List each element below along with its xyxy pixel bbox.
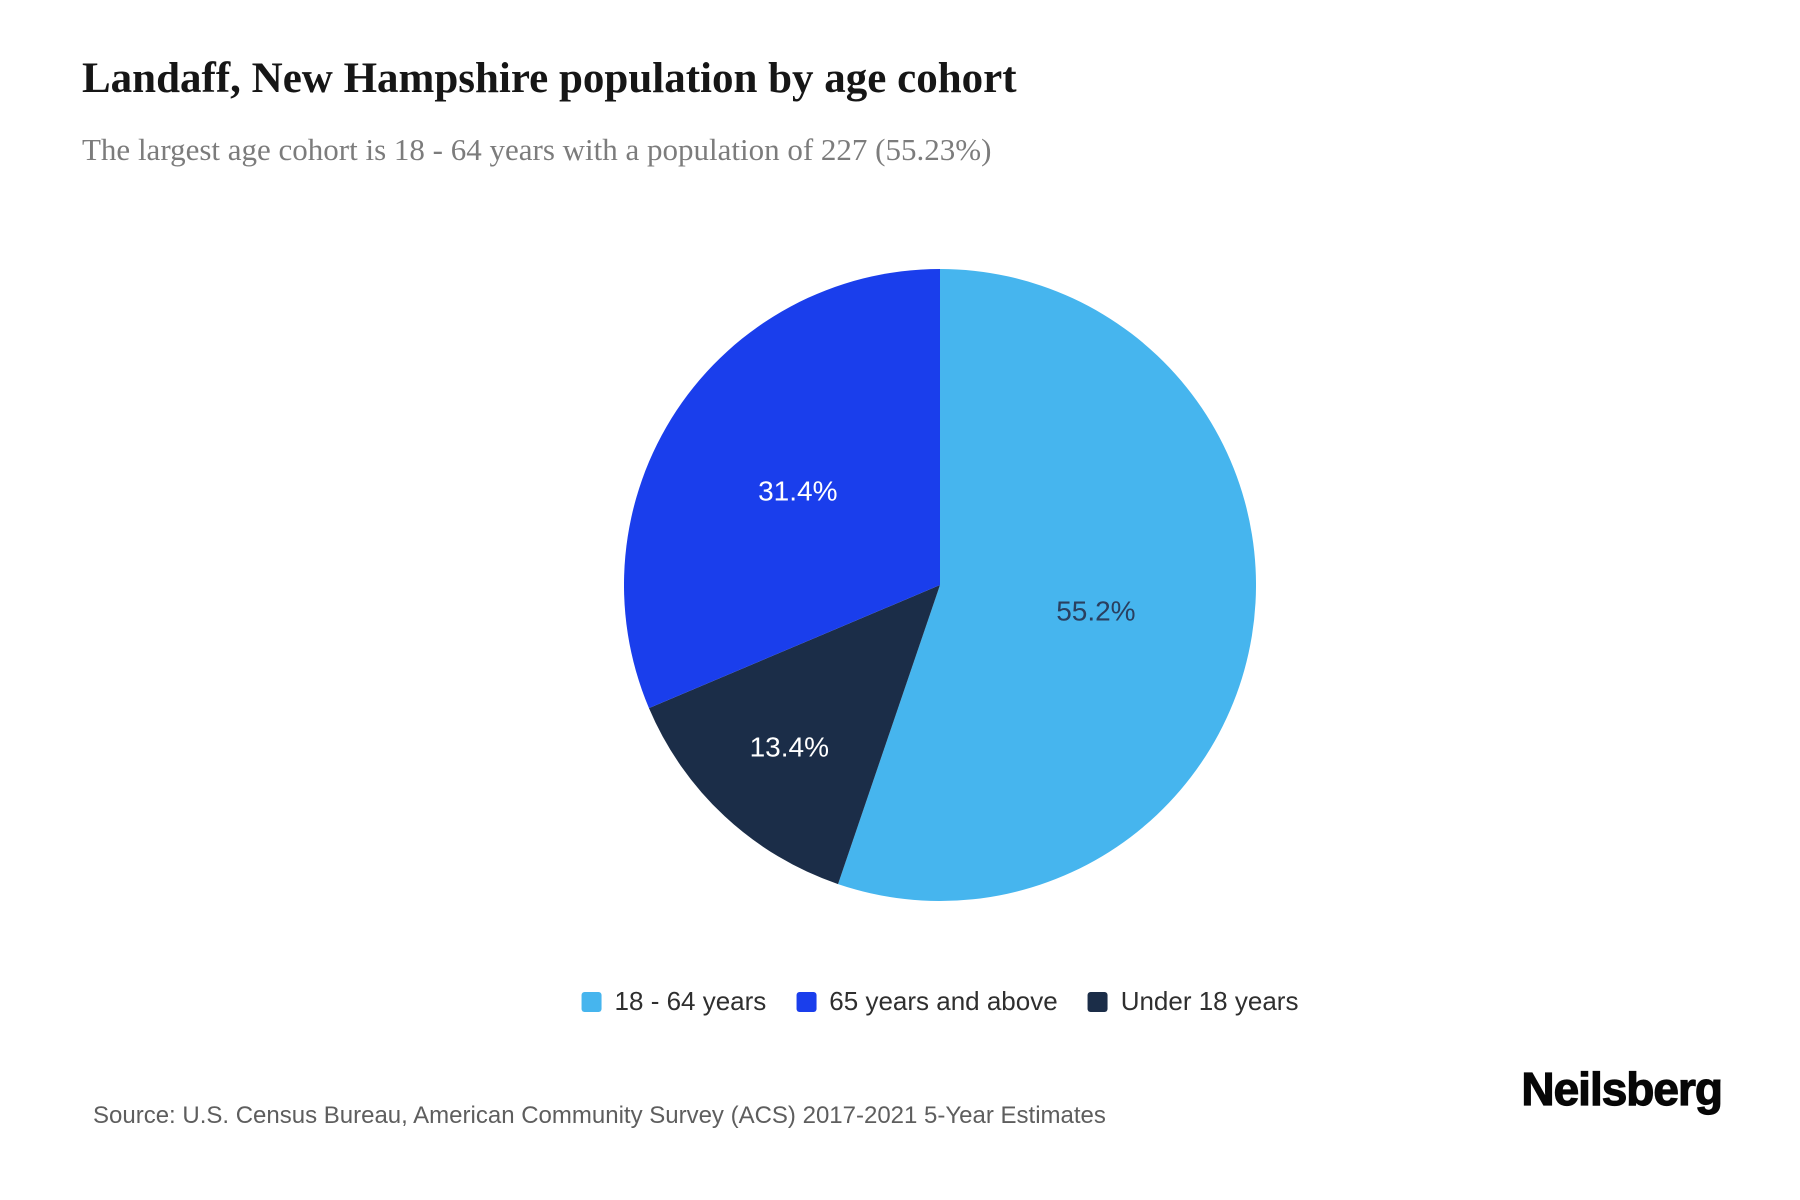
legend-label: Under 18 years xyxy=(1120,986,1299,1016)
chart-subtitle: The largest age cohort is 18 - 64 years … xyxy=(82,132,992,167)
pie-slice-under-18-years[interactable] xyxy=(648,585,940,885)
slice-label-under-18-years: 13.4% xyxy=(750,732,829,763)
neilsberg-logo: Neilsberg xyxy=(1521,1062,1724,1115)
legend-color-swatch xyxy=(581,991,602,1012)
pie-chart-area: 55.2% 13.4% 31.4% xyxy=(624,269,1256,901)
slice-label-18-64-years: 55.2% xyxy=(1056,596,1135,627)
legend-item-18-64-years[interactable]: 18 - 64 years xyxy=(581,986,767,1017)
legend-item-under-18-years[interactable]: Under 18 years xyxy=(1087,986,1299,1017)
chart-title: Landaff, New Hampshire population by age… xyxy=(82,55,1017,102)
legend: 18 - 64 years 65 years and above Under 18 … xyxy=(581,986,1299,1017)
legend-color-swatch xyxy=(1087,991,1108,1012)
legend-item-65-years-and-above[interactable]: 65 years and above xyxy=(796,986,1058,1017)
pie-slice-18-64-years[interactable] xyxy=(838,269,1256,901)
pie-chart: 55.2% 13.4% 31.4% xyxy=(624,269,1256,901)
pie-slice-65-years-and-above[interactable] xyxy=(624,269,940,709)
legend-label: 18 - 64 years xyxy=(614,986,767,1016)
legend-color-swatch xyxy=(796,991,817,1012)
source-note: Source: U.S. Census Bureau, American Com… xyxy=(93,1102,1106,1129)
slice-label-65-years-and-above: 31.4% xyxy=(758,476,837,507)
legend-label: 65 years and above xyxy=(829,986,1058,1016)
